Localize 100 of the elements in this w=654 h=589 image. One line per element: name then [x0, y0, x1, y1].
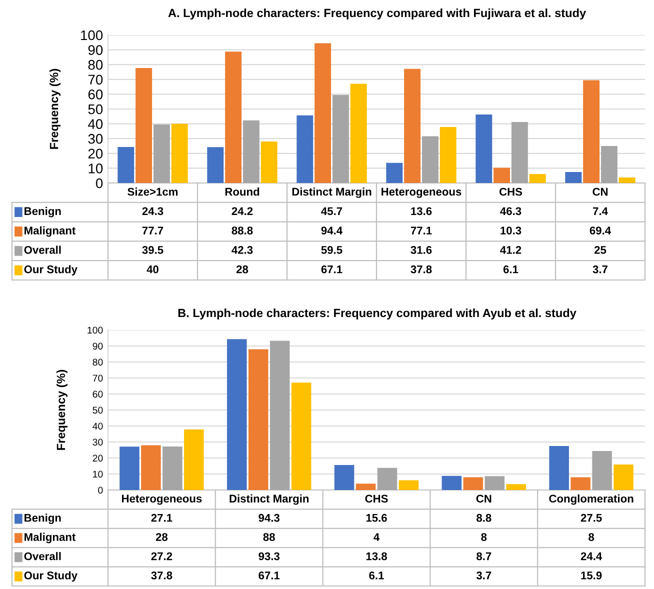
bar [332, 94, 349, 183]
y-tick-label: 20 [92, 454, 103, 462]
legend-label: Malignant [24, 226, 76, 237]
y-tick-label: 60 [88, 90, 103, 100]
bar [118, 147, 134, 183]
data-label: 3.7 [592, 265, 608, 274]
bar [207, 147, 224, 183]
legend-label: Benign [24, 514, 61, 524]
y-tick-label: 100 [81, 30, 103, 40]
data-label: 28 [236, 265, 248, 274]
y-tick-label: 90 [88, 45, 103, 55]
y-tick-label: 40 [88, 119, 103, 129]
x-tick-label: Heterogeneous [122, 494, 202, 505]
x-tick-label: CHS [365, 494, 388, 503]
data-label: 59.5 [321, 246, 342, 254]
legend-label: Malignant [24, 532, 76, 544]
data-label: 3.7 [476, 572, 492, 580]
x-tick-label: CN [592, 188, 608, 196]
data-label: 77.1 [410, 226, 432, 234]
bar [440, 127, 456, 183]
x-tick-label: Distinct Margin [230, 494, 309, 505]
y-tick-label: 70 [92, 374, 103, 382]
data-label: 94.3 [258, 514, 280, 522]
data-label: 41.2 [500, 246, 522, 254]
data-label: 15.6 [366, 514, 387, 522]
data-label: 45.7 [321, 207, 342, 216]
bar [618, 178, 636, 183]
data-label: 6.1 [369, 572, 384, 580]
bar [549, 446, 569, 490]
legend-label: Benign [24, 206, 61, 218]
data-label: 24.2 [232, 207, 253, 215]
data-label: 69.4 [590, 226, 612, 234]
y-tick-label: 20 [88, 148, 103, 159]
y-tick-label: 40 [92, 422, 103, 430]
data-label: 24.4 [580, 552, 602, 560]
y-tick-label: 50 [88, 104, 103, 114]
bar [356, 484, 376, 490]
x-tick-label: Size>1cm [128, 188, 178, 196]
bar [529, 174, 546, 183]
bar [334, 465, 354, 490]
data-label: 46.3 [500, 207, 522, 216]
bar [136, 68, 152, 183]
bar [442, 476, 462, 490]
bar [171, 124, 188, 183]
bar [225, 52, 242, 183]
legend-label: Overall [24, 552, 61, 560]
bar [600, 146, 618, 183]
y-tick-label: 100 [88, 326, 103, 334]
bar [120, 446, 140, 490]
data-label: 31.6 [410, 246, 432, 254]
bar [484, 476, 505, 490]
data-label: 28 [156, 533, 168, 541]
data-label: 37.8 [151, 572, 172, 580]
y-tick-label: 30 [92, 438, 103, 446]
bar [242, 120, 260, 183]
x-tick-label: Round [225, 188, 260, 196]
data-label: 8.7 [476, 552, 492, 560]
data-label: 8.8 [476, 514, 492, 522]
x-tick-label: Distinct Margin [292, 187, 372, 198]
bar [422, 136, 438, 183]
data-label: 4 [374, 533, 380, 541]
data-label: 77.7 [142, 226, 164, 234]
data-label: 8 [588, 533, 594, 541]
bar [565, 172, 582, 183]
data-label: 7.4 [593, 207, 608, 215]
bar [350, 84, 367, 183]
bar [227, 339, 247, 490]
y-tick-label: 0 [96, 178, 103, 188]
bar [583, 80, 600, 183]
data-label: 88 [263, 533, 275, 541]
bar [141, 445, 161, 490]
data-label: 67.1 [321, 265, 342, 274]
data-label: 88.8 [232, 226, 253, 234]
bar [260, 142, 278, 183]
data-label: 67.1 [258, 572, 280, 580]
bar [270, 340, 290, 490]
bar [162, 446, 182, 490]
bar [296, 115, 314, 183]
legend-label: Our Study [24, 571, 78, 582]
bar [404, 68, 421, 183]
y-tick-label: 0 [98, 486, 103, 494]
bar [614, 464, 634, 490]
data-label: 27.5 [580, 514, 602, 522]
y-axis-title: Frequency (%) [50, 68, 61, 149]
data-label: 42.3 [232, 246, 253, 254]
bar [248, 349, 268, 490]
y-tick-label: 70 [88, 74, 103, 85]
y-tick-label: 10 [93, 470, 103, 478]
bar [184, 430, 204, 490]
y-tick-label: 10 [88, 164, 103, 174]
bar [386, 162, 403, 183]
data-label: 8 [481, 533, 487, 541]
bar [592, 450, 612, 490]
y-axis-title: Frequency (%) [56, 370, 68, 450]
x-tick-label: CN [476, 494, 492, 503]
y-tick-label: 80 [92, 358, 103, 366]
data-label: 13.6 [411, 207, 432, 216]
bar [570, 477, 590, 490]
data-label: 40 [146, 265, 158, 274]
data-label: 25 [594, 246, 606, 254]
